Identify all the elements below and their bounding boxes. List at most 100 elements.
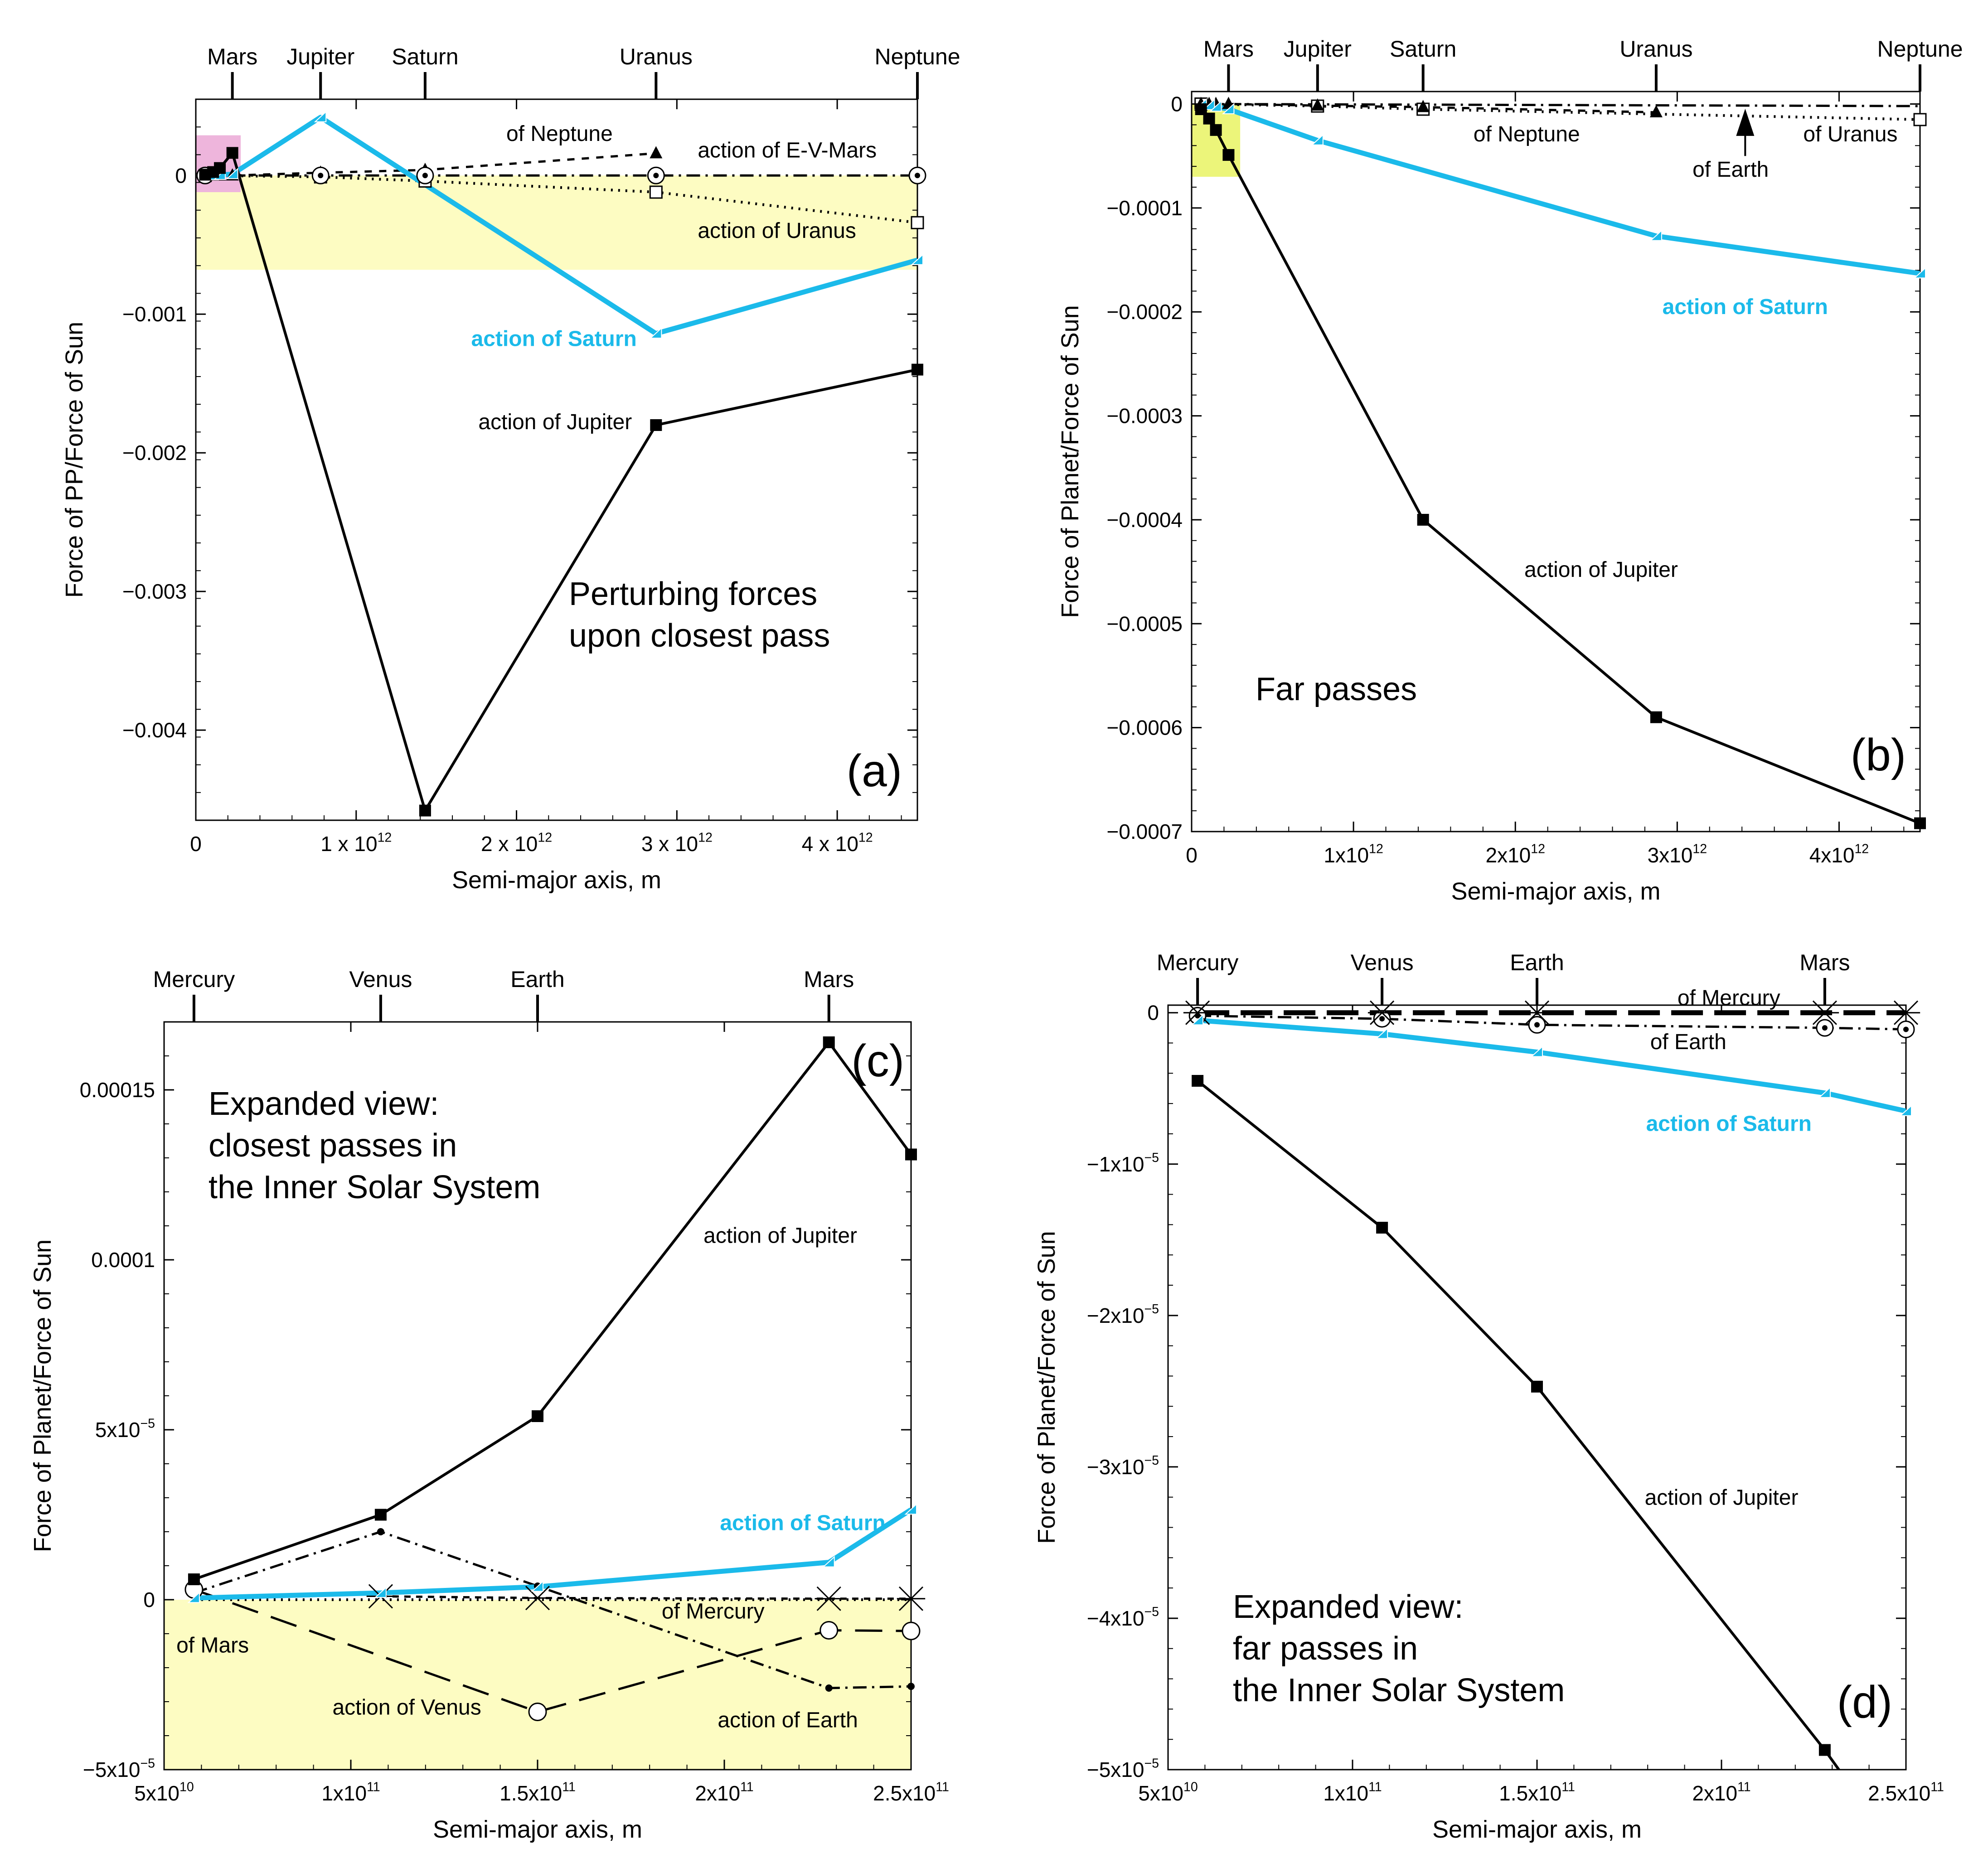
data-point: [377, 1528, 384, 1535]
y-tick-label: −0.0005: [1106, 612, 1183, 635]
data-point: [819, 1621, 839, 1640]
data-point: [374, 1509, 387, 1521]
annotation-action-of-venus: action of Venus: [332, 1696, 481, 1720]
annotation-of-neptune: of Neptune: [506, 122, 613, 146]
planet-label-mars: Mars: [1203, 36, 1254, 62]
panel-label: (a): [847, 745, 902, 796]
data-point: [1914, 817, 1926, 829]
planet-label-mercury: Mercury: [153, 967, 235, 992]
annotation-action-of-saturn: action of Saturn: [1646, 1112, 1812, 1136]
data-point: [311, 166, 330, 184]
marker-layer: [1183, 1000, 1920, 1756]
series-markers-action-of-saturn: [1191, 1014, 1912, 1116]
data-point: [1530, 1045, 1543, 1057]
x-tick-label: 2.5x1011: [1868, 1780, 1944, 1805]
data-point: [314, 111, 327, 122]
planet-label-earth: Earth: [510, 967, 565, 992]
data-point: [1818, 1086, 1831, 1098]
planet-label-mars: Mars: [207, 44, 257, 69]
planet-label-uranus: Uranus: [620, 44, 693, 69]
x-axis-label: Semi-major axis, m: [1432, 1816, 1642, 1843]
marker-dot: [1903, 1026, 1909, 1032]
marker-layer: [1194, 97, 1927, 829]
chart-panel-c: 5x1010 1x1011 1.5x1011 2x1011 2.5x1011 −5x10−…: [29, 967, 949, 1843]
planet-label-venus: Venus: [1351, 950, 1414, 975]
y-tick-label: −0.0002: [1106, 300, 1183, 324]
marker-dot: [1379, 1016, 1385, 1022]
panel-label: (c): [851, 1036, 904, 1086]
y-tick-label: −0.003: [122, 580, 187, 603]
series-markers-of-earth: [1188, 1007, 1915, 1038]
x-tick-label: 3 x 1012: [641, 830, 713, 856]
y-tick-label: 5x10−5: [95, 1416, 155, 1442]
planet-label-neptune: Neptune: [1877, 36, 1963, 62]
annotation-action-of-earth: action of Earth: [718, 1708, 858, 1732]
chart-panel-b: 0 1x1012 2x1012 3x1012 4x1012 0 −0.0001 −0.0002…: [1057, 36, 1963, 905]
x-tick-label: 1.5x1011: [1499, 1780, 1575, 1805]
data-point: [1222, 102, 1235, 114]
panel-label: (b): [1851, 730, 1906, 780]
series-markers-of-uranus: [1194, 97, 1927, 126]
series-line-action-of-jupiter: [1197, 1079, 1841, 1770]
planet-label-saturn: Saturn: [1390, 36, 1456, 62]
x-tick-label: 0: [1186, 843, 1198, 867]
chart-panel-a: 0 1 x 1012 2 x 1012 3 x 1012 4 x 1012 0 −0.001…: [61, 44, 960, 894]
series-line-action-of-venus: [194, 1588, 911, 1713]
data-point: [823, 1036, 835, 1048]
data-point: [907, 1683, 915, 1690]
data-point: [531, 1580, 543, 1592]
annotation-action-of-jupiter: action of Jupiter: [1645, 1486, 1799, 1510]
annotation-of-mercury: of Mercury: [1678, 986, 1780, 1010]
data-point: [649, 327, 662, 339]
marker-dot: [1822, 1025, 1828, 1031]
data-point: [374, 1586, 387, 1598]
annotation-of-neptune: of Neptune: [1474, 122, 1580, 146]
data-point: [214, 162, 226, 174]
highlight-region: [196, 175, 917, 270]
y-tick-label: −0.0003: [1106, 404, 1183, 428]
series-markers-action-of-jupiter: [188, 1036, 917, 1585]
plot-frame: [1191, 91, 1921, 832]
data-point: [649, 185, 663, 199]
data-point: [226, 167, 238, 179]
data-point: [1375, 1027, 1388, 1039]
series-markers-of-mercury: [1183, 1000, 1920, 1025]
y-tick-label: −2x10−5: [1087, 1302, 1159, 1327]
data-point: [908, 166, 926, 184]
x-tick-label: 5x1010: [134, 1780, 194, 1805]
x-tick-label: 2x1011: [1692, 1780, 1750, 1805]
y-tick-label: −4x10−5: [1087, 1605, 1159, 1630]
planet-label-neptune: Neptune: [874, 44, 960, 69]
data-point: [1531, 1380, 1543, 1393]
data-point: [1367, 1000, 1396, 1025]
y-tick-label: −0.004: [122, 718, 187, 742]
data-point: [1192, 1075, 1204, 1087]
y-axis-label: Force of Planet/Force of Sun: [1057, 305, 1084, 618]
marker-layer: [196, 111, 926, 817]
chart-panel-d: 5x1010 1x1011 1.5x1011 2x1011 2.5x1011 0 −1x10…: [1033, 950, 1944, 1843]
data-point: [1203, 112, 1215, 125]
data-point: [1913, 267, 1926, 279]
data-point: [911, 253, 923, 265]
marker-dot: [422, 173, 428, 179]
data-point: [1209, 100, 1222, 112]
planet-label-saturn: Saturn: [392, 44, 458, 69]
data-point: [187, 1591, 200, 1603]
y-tick-label: −0.002: [122, 441, 187, 465]
x-tick-label: 4 x 1012: [802, 830, 873, 856]
data-point: [825, 1684, 833, 1692]
data-point: [532, 1410, 543, 1422]
x-tick-label: 2.5x1011: [873, 1780, 949, 1805]
y-tick-label: −5x10−5: [83, 1756, 155, 1781]
data-point: [528, 1703, 547, 1721]
data-point: [1183, 1000, 1212, 1025]
chart-title-line: the Inner Solar System: [1233, 1672, 1565, 1708]
x-axis-label: Semi-major axis, m: [433, 1816, 642, 1843]
series-markers-action-of-jupiter: [1195, 103, 1926, 829]
x-tick-label: 1x1011: [321, 1780, 380, 1805]
annotation-action-of-saturn: action of Saturn: [720, 1511, 885, 1535]
y-tick-label: −5x10−5: [1087, 1756, 1159, 1781]
data-point: [911, 216, 924, 229]
planet-label-jupiter: Jupiter: [1284, 36, 1352, 62]
